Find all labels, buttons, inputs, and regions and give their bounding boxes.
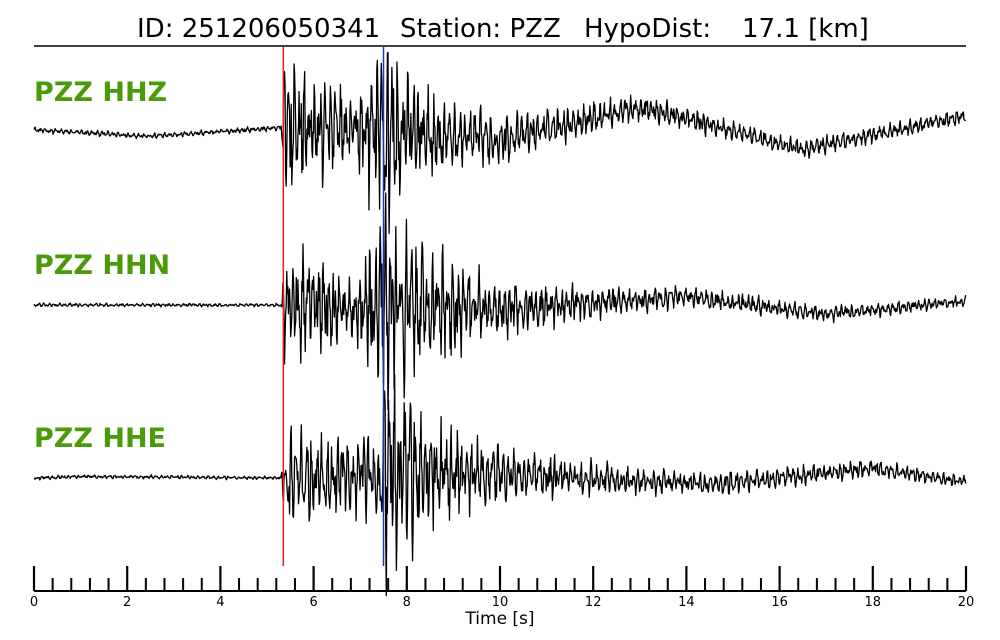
traces-layer [33, 51, 967, 597]
x-tick-label: 20 [958, 595, 975, 610]
trace-pzz-hhe [33, 373, 967, 597]
channel-label-hhn: PZZ HHN [34, 250, 170, 281]
x-tick-label: 6 [309, 595, 317, 610]
title-group: ID: 251206050341 Station: PZZ HypoDist: … [137, 14, 869, 44]
title-station: Station: PZZ [400, 14, 561, 44]
x-axis: 0 2 4 6 8 10 12 14 16 18 20 [30, 566, 974, 610]
x-axis-label: Time [s] [464, 609, 534, 629]
channel-label-hhz: PZZ HHZ [34, 77, 167, 108]
x-tick-label: 4 [216, 595, 224, 610]
x-tick-label: 0 [30, 595, 38, 610]
x-tick-label: 10 [492, 595, 509, 610]
channel-label-hhe: PZZ HHE [34, 423, 166, 454]
trace-pzz-hhn [33, 192, 967, 411]
x-tick-label: 2 [123, 595, 131, 610]
x-tick-label: 8 [403, 595, 411, 610]
x-tick-label: 16 [771, 595, 788, 610]
trace-pzz-hhz [33, 51, 967, 235]
x-tick-label: 14 [678, 595, 695, 610]
title-event-id: ID: 251206050341 [137, 14, 380, 44]
title-hypodist-value: 17.1 [km] [742, 14, 869, 44]
title-hypodist-label: HypoDist: [584, 14, 711, 44]
x-tick-label: 12 [585, 595, 602, 610]
phase-picks [282, 47, 385, 566]
channel-labels: PZZ HHZ PZZ HHN PZZ HHE [34, 77, 170, 454]
x-tick-label: 18 [865, 595, 882, 610]
